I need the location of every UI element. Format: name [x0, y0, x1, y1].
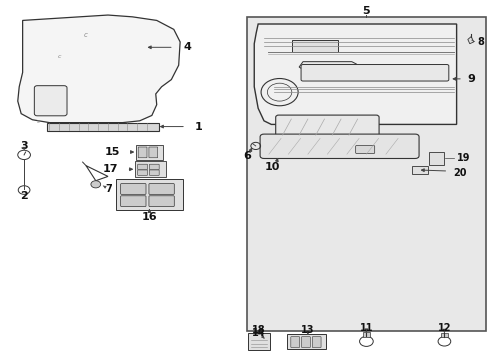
FancyBboxPatch shape	[135, 161, 165, 177]
FancyBboxPatch shape	[362, 332, 369, 337]
FancyBboxPatch shape	[301, 337, 310, 347]
Text: 15: 15	[104, 147, 120, 157]
Text: 20: 20	[452, 168, 466, 178]
Text: 13: 13	[301, 325, 314, 335]
Text: 6: 6	[243, 151, 250, 161]
Text: 9: 9	[467, 74, 474, 84]
FancyBboxPatch shape	[411, 166, 427, 174]
Polygon shape	[18, 15, 180, 123]
FancyBboxPatch shape	[138, 164, 147, 170]
FancyBboxPatch shape	[47, 123, 159, 131]
FancyBboxPatch shape	[149, 164, 159, 170]
FancyBboxPatch shape	[312, 337, 321, 347]
FancyBboxPatch shape	[149, 147, 158, 158]
Polygon shape	[299, 62, 356, 69]
FancyBboxPatch shape	[149, 170, 159, 175]
Text: 16: 16	[142, 212, 157, 221]
FancyBboxPatch shape	[121, 196, 146, 207]
Text: 17: 17	[102, 164, 118, 174]
FancyBboxPatch shape	[287, 334, 325, 349]
Text: 7: 7	[105, 184, 112, 194]
FancyBboxPatch shape	[290, 337, 299, 347]
Bar	[246, 17, 485, 330]
Text: 5: 5	[362, 6, 369, 16]
FancyBboxPatch shape	[355, 145, 374, 153]
FancyBboxPatch shape	[275, 115, 378, 139]
Text: 10: 10	[264, 162, 280, 172]
FancyBboxPatch shape	[149, 184, 174, 194]
Text: c: c	[84, 32, 88, 37]
FancyBboxPatch shape	[149, 196, 174, 207]
Text: 8: 8	[477, 37, 484, 46]
Polygon shape	[254, 24, 456, 125]
Text: 4: 4	[183, 42, 191, 52]
FancyBboxPatch shape	[260, 134, 418, 158]
Text: 11: 11	[359, 323, 372, 333]
FancyBboxPatch shape	[138, 170, 147, 175]
Text: 2: 2	[20, 191, 28, 201]
Text: c: c	[58, 54, 61, 59]
Text: 18: 18	[252, 325, 265, 335]
FancyBboxPatch shape	[301, 64, 448, 81]
FancyBboxPatch shape	[292, 40, 337, 51]
Polygon shape	[467, 37, 473, 44]
Text: 14: 14	[252, 328, 265, 338]
Text: 1: 1	[194, 122, 202, 131]
Text: 12: 12	[437, 323, 450, 333]
FancyBboxPatch shape	[248, 333, 269, 350]
FancyBboxPatch shape	[116, 179, 183, 210]
Text: 19: 19	[456, 153, 469, 163]
FancyBboxPatch shape	[428, 152, 444, 165]
Text: s: s	[37, 119, 40, 123]
FancyBboxPatch shape	[34, 86, 67, 116]
FancyBboxPatch shape	[440, 333, 447, 337]
FancyBboxPatch shape	[136, 145, 163, 159]
Circle shape	[91, 181, 101, 188]
FancyBboxPatch shape	[138, 147, 147, 158]
FancyBboxPatch shape	[121, 184, 146, 194]
Text: 3: 3	[20, 141, 28, 151]
